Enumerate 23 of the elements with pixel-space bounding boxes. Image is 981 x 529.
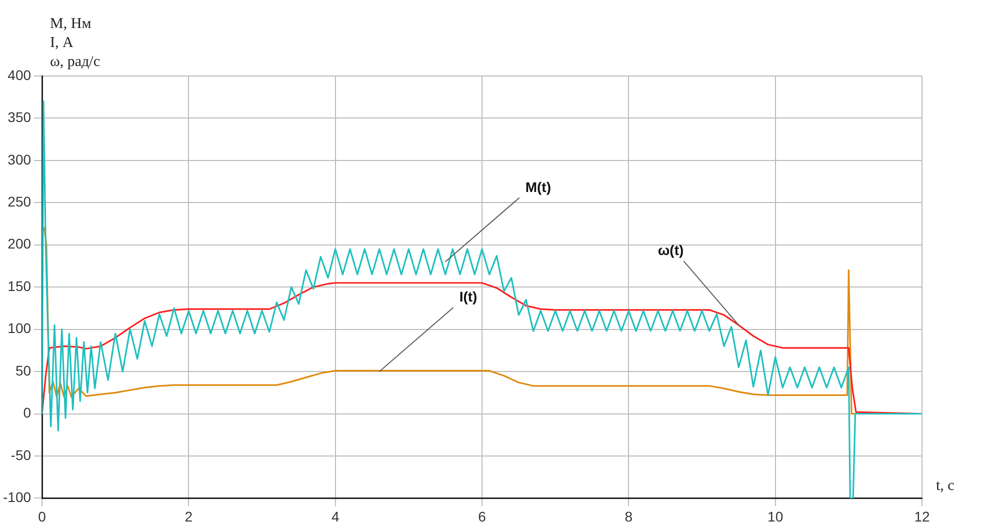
y-tick-label: 300 [8,151,32,168]
y-tick-label: 200 [8,236,32,252]
annotation: M(t) [525,178,551,195]
x-tick-label: 4 [331,508,340,524]
x-axis-title: t, с [936,478,955,494]
annotation: I(t) [459,288,478,305]
annotation: ω(t) [658,242,684,258]
y-tick-label: 0 [23,404,32,421]
y-tick-label: 350 [8,109,32,126]
y-tick-label: -100 [2,489,32,506]
y-tick-label: 400 [8,66,32,83]
x-tick-label: 8 [624,508,633,524]
y-tick-label: -50 [10,446,32,463]
y-tick-label: 150 [8,278,32,294]
y-axis-title: M, Нм I, А ω, рад/с [50,16,100,70]
y-tick-label: 50 [15,362,32,378]
x-tick-label: 12 [914,508,930,524]
y-tick-label: 250 [8,194,32,210]
x-tick-label: 0 [38,508,46,524]
y-tick-label: 100 [8,320,32,336]
x-tick-label: 6 [478,508,486,524]
x-tick-label: 10 [768,508,784,524]
x-tick-label: 2 [184,508,193,524]
